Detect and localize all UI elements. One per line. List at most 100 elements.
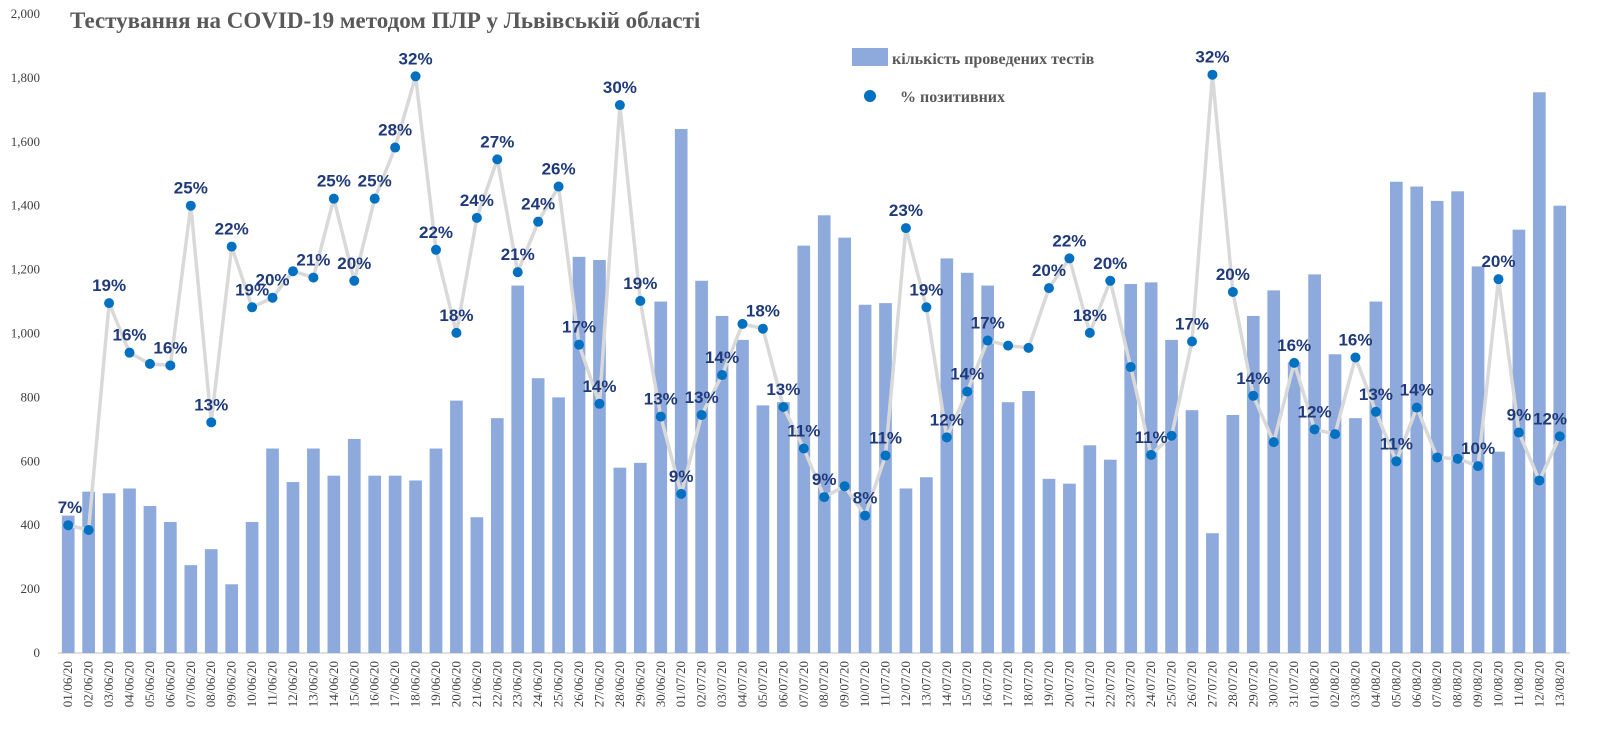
- bar: [184, 565, 198, 653]
- percent-data-label: 26%: [542, 160, 576, 179]
- bar: [736, 339, 749, 653]
- x-tick-label: 06/07/20: [775, 661, 790, 707]
- x-tick-label: 22/06/20: [489, 661, 504, 707]
- percent-point: [226, 241, 237, 252]
- percent-point: [1207, 69, 1218, 80]
- percent-point: [798, 443, 809, 454]
- percent-point: [635, 295, 646, 306]
- percent-point: [431, 244, 441, 255]
- x-tick-label: 24/06/20: [530, 661, 545, 707]
- x-tick-label: 16/06/20: [367, 661, 382, 707]
- y-tick-label: 400: [21, 517, 41, 532]
- x-tick-label: 29/06/20: [632, 661, 647, 707]
- percent-point: [839, 481, 850, 492]
- bar: [838, 237, 851, 653]
- y-tick-label: 1,600: [11, 134, 40, 149]
- bar: [899, 488, 913, 653]
- percent-point: [1064, 253, 1075, 264]
- bar: [490, 418, 504, 653]
- bar: [613, 467, 627, 653]
- percent-point: [390, 142, 401, 153]
- bar: [102, 493, 116, 653]
- percent-point: [247, 302, 258, 313]
- percent-data-label: 11%: [787, 422, 820, 441]
- percent-data-label: 18%: [1073, 306, 1107, 325]
- x-tick-label: 11/06/20: [265, 661, 280, 707]
- percent-data-label: 20%: [1216, 265, 1250, 284]
- bar: [1287, 362, 1301, 653]
- x-tick-label: 01/08/20: [1307, 661, 1322, 707]
- x-tick-label: 02/08/20: [1327, 661, 1342, 707]
- bar: [633, 462, 647, 653]
- bar: [204, 549, 218, 653]
- x-tick-label: 10/07/20: [857, 661, 872, 707]
- percent-point: [1268, 437, 1279, 448]
- percent-data-label: 12%: [930, 410, 964, 429]
- x-tick-label: 10/06/20: [244, 661, 259, 707]
- percent-point: [1187, 336, 1197, 347]
- percent-data-label: 17%: [562, 318, 596, 337]
- x-tick-label: 11/08/20: [1511, 661, 1526, 707]
- percent-data-label: 12%: [1298, 402, 1332, 421]
- percent-point: [185, 200, 196, 211]
- percent-data-label: 19%: [235, 280, 269, 299]
- bar: [1103, 459, 1117, 653]
- percent-data-label: 20%: [256, 271, 290, 290]
- x-tick-label: 26/07/20: [1184, 661, 1199, 707]
- bar: [286, 482, 300, 653]
- percent-data-label: 22%: [215, 220, 249, 239]
- bar: [511, 285, 525, 653]
- percent-data-label: 19%: [92, 276, 126, 295]
- percent-data-label: 25%: [174, 179, 208, 198]
- legend-dot-swatch: [864, 90, 876, 102]
- percent-data-label: 10%: [1461, 439, 1495, 458]
- x-tick-label: 20/07/20: [1061, 661, 1076, 707]
- x-tick-label: 21/07/20: [1082, 661, 1097, 707]
- percent-connector-line: [67, 72, 1562, 532]
- percent-data-label: 13%: [1359, 385, 1393, 404]
- x-tick-label: 06/06/20: [162, 661, 177, 707]
- percent-point: [1023, 342, 1034, 353]
- percent-point: [1043, 283, 1054, 294]
- percent-point: [1473, 461, 1484, 472]
- percent-point: [696, 409, 707, 420]
- bar: [429, 448, 443, 653]
- percent-point: [574, 339, 585, 350]
- percent-point: [737, 318, 748, 329]
- bar: [1553, 205, 1567, 653]
- percent-data-label: 16%: [1277, 336, 1311, 355]
- x-tick-label: 28/06/20: [612, 661, 627, 707]
- percent-data-label: 9%: [1507, 406, 1532, 425]
- bar: [61, 515, 75, 653]
- x-tick-label: 06/08/20: [1409, 661, 1424, 707]
- percent-point: [860, 510, 871, 521]
- bar: [266, 448, 279, 653]
- x-tick-label: 08/06/20: [203, 661, 218, 707]
- percent-point: [287, 266, 298, 277]
- percent-data-label: 12%: [1533, 409, 1567, 428]
- x-axis: 01/06/20 02/06/20 03/06/20 04/06/20 05/06/20…: [60, 661, 1567, 707]
- x-tick-label: 14/07/20: [939, 661, 954, 707]
- percent-data-label: 32%: [1195, 48, 1229, 67]
- x-tick-label: 07/06/20: [183, 661, 198, 707]
- x-tick-label: 04/06/20: [122, 661, 137, 707]
- x-tick-label: 18/06/20: [408, 661, 423, 707]
- bar: [1022, 391, 1035, 653]
- bar: [1533, 92, 1546, 654]
- bar-series: [61, 92, 1567, 654]
- bar: [920, 477, 933, 653]
- percent-point: [655, 411, 666, 422]
- percent-data-label: 27%: [480, 132, 514, 151]
- y-tick-label: 1,400: [11, 198, 40, 213]
- bar: [1042, 478, 1056, 653]
- percent-point: [921, 302, 932, 313]
- bar: [1389, 181, 1403, 654]
- percent-data-label: 11%: [1380, 434, 1413, 453]
- bar: [715, 315, 729, 653]
- percent-data-label: 8%: [853, 489, 878, 508]
- bar: [940, 258, 954, 653]
- percent-data-label: 17%: [971, 314, 1005, 333]
- y-tick-label: 2,000: [11, 6, 40, 21]
- percent-data-label: 22%: [419, 223, 453, 242]
